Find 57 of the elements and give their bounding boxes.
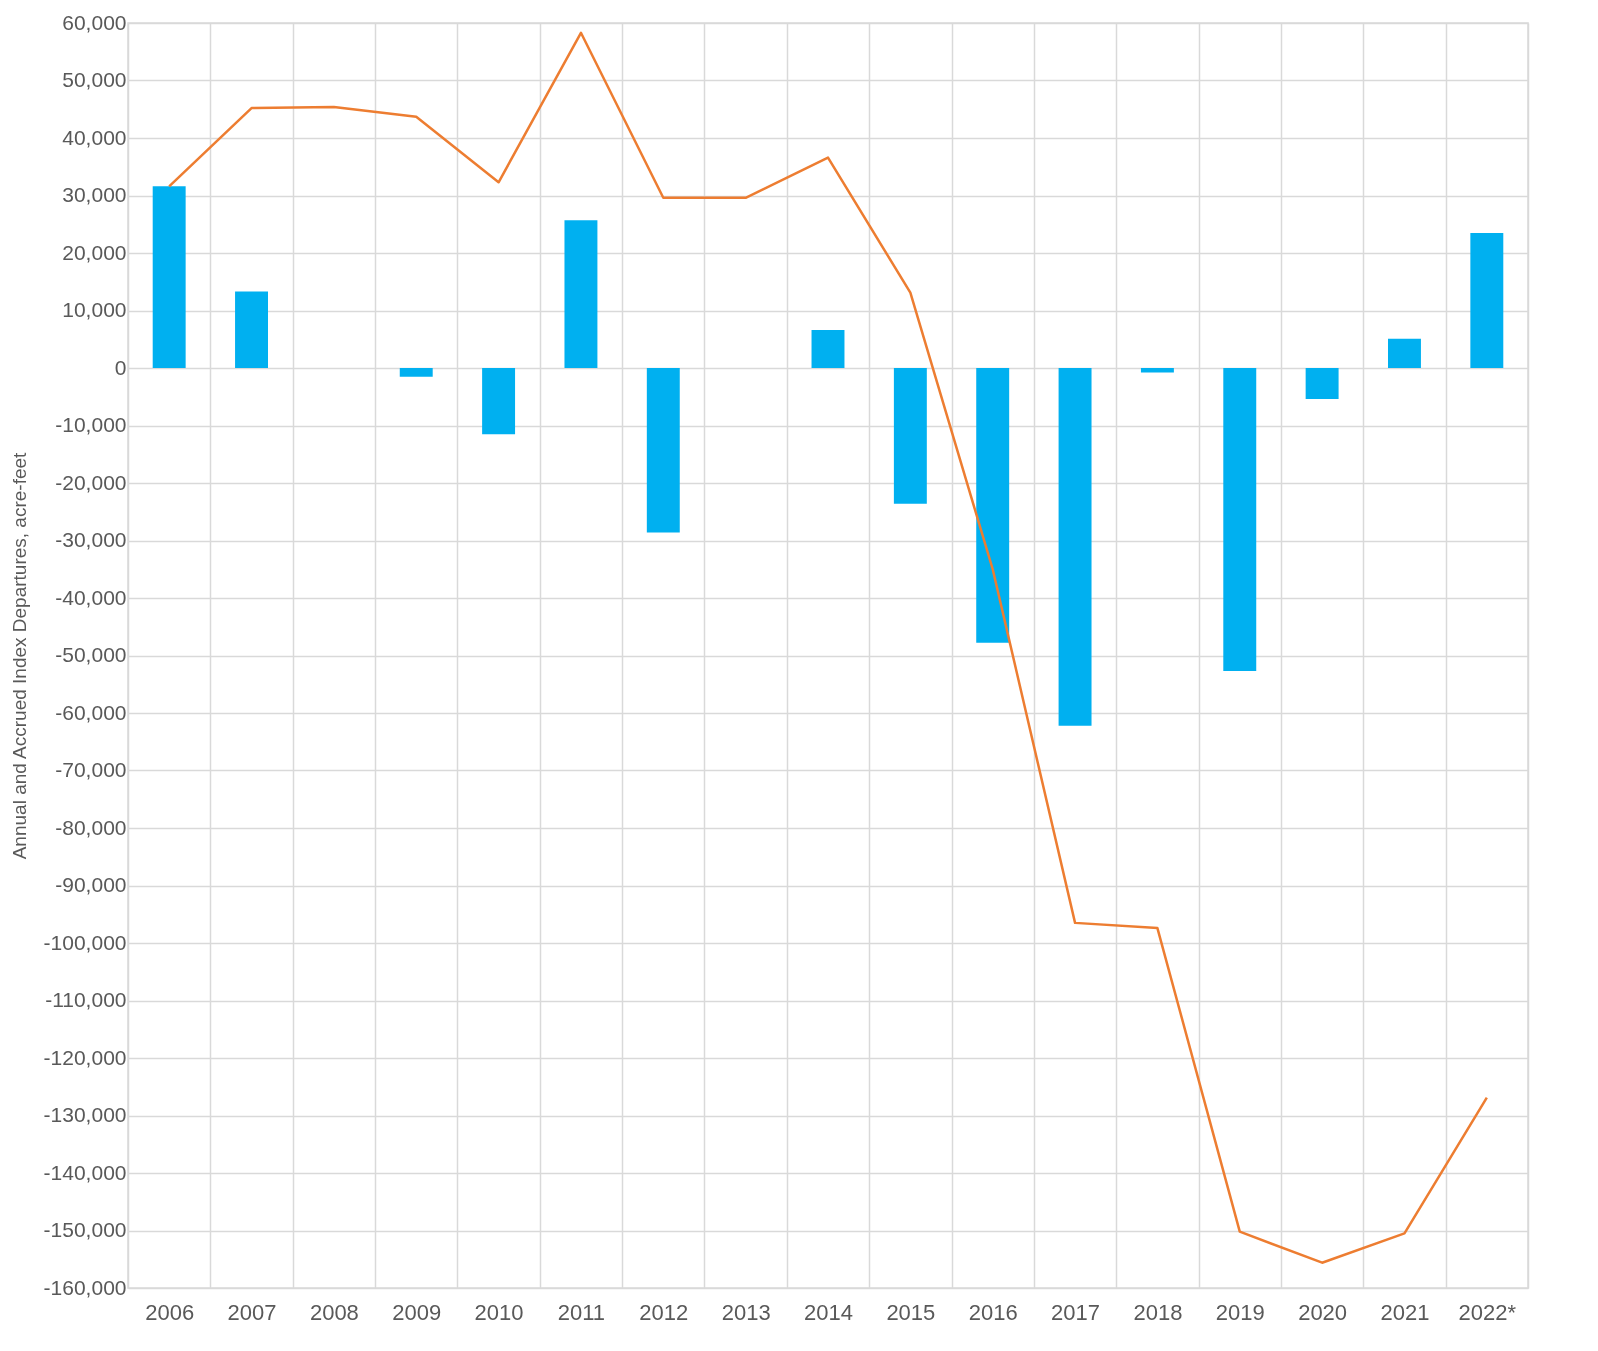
x-tick-label: 2016	[968, 1299, 1018, 1325]
y-tick-label: -90,000	[55, 873, 127, 896]
x-tick-label: 2021	[1380, 1299, 1430, 1325]
y-tick-label: -160,000	[43, 1275, 127, 1299]
x-tick-label: 2017	[1051, 1299, 1101, 1325]
y-tick-label: -30,000	[55, 528, 127, 551]
y-tick-label: -100,000	[43, 930, 127, 954]
y-tick-label: -10,000	[55, 413, 127, 436]
x-tick-label: 2012	[639, 1299, 689, 1325]
bar	[235, 291, 268, 368]
y-tick-label: -70,000	[55, 758, 127, 781]
y-tick-label: -120,000	[43, 1045, 127, 1069]
y-tick-label: -80,000	[55, 815, 127, 839]
y-tick-label: 30,000	[62, 183, 127, 206]
x-tick-label: 2007	[227, 1299, 277, 1325]
x-tick-label: 2008	[309, 1299, 359, 1325]
x-tick-label: 2013	[721, 1299, 771, 1325]
bar	[1058, 368, 1092, 726]
bar	[152, 186, 186, 368]
y-tick-label: -110,000	[45, 988, 127, 1011]
bar	[811, 330, 845, 368]
bar	[1223, 368, 1257, 672]
x-tick-label: 2009	[392, 1299, 442, 1325]
x-tick-label: 2011	[557, 1299, 606, 1325]
bar	[1140, 368, 1174, 373]
y-tick-label: 60,000	[62, 10, 127, 34]
y-tick-label: -60,000	[55, 700, 127, 724]
y-tick-label: 0	[114, 355, 127, 379]
bar	[1470, 232, 1504, 368]
x-tick-label: 2015	[886, 1299, 936, 1325]
x-tick-label: 2014	[804, 1299, 853, 1325]
bar	[399, 368, 433, 377]
y-tick-label: -140,000	[43, 1160, 127, 1184]
y-tick-label: -150,000	[43, 1218, 127, 1241]
x-tick-label: 2022*	[1458, 1299, 1517, 1325]
bar	[564, 220, 598, 368]
y-tick-label: 50,000	[62, 68, 127, 91]
y-tick-label: 40,000	[62, 125, 127, 149]
y-tick-label: -40,000	[55, 585, 127, 609]
bar	[482, 368, 516, 435]
x-tick-label: 2018	[1133, 1299, 1183, 1325]
x-tick-label: 2006	[145, 1299, 195, 1325]
line-series	[167, 31, 1489, 1264]
y-tick-label: 20,000	[62, 240, 127, 264]
bar	[646, 368, 680, 533]
bar	[1388, 338, 1421, 368]
y-tick-label: -20,000	[55, 470, 127, 494]
x-tick-label: 2019	[1215, 1299, 1265, 1325]
bar	[976, 368, 1010, 643]
y-tick-label: 10,000	[62, 298, 127, 321]
x-tick-label: 2020	[1298, 1299, 1348, 1325]
y-tick-label: -50,000	[55, 643, 127, 666]
bar	[1305, 368, 1339, 400]
x-tick-label: 2010	[474, 1299, 524, 1325]
bar	[893, 368, 927, 504]
y-axis-title: Annual and Accrued Index Departures, acre-feet	[8, 451, 30, 860]
y-tick-label: -130,000	[43, 1103, 127, 1126]
